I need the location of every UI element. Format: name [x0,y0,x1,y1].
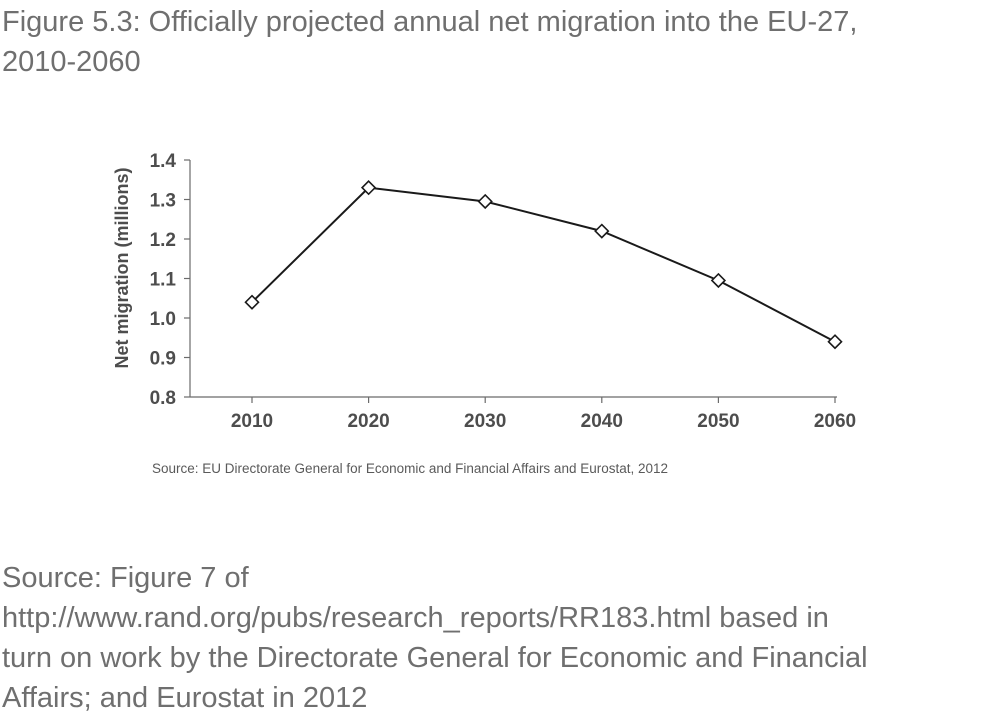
x-tick-label: 2010 [231,411,273,432]
data-point-diamond [244,294,260,310]
page-source-note: Source: Figure 7 of http://www.rand.org/… [2,558,994,718]
y-axis-title: Net migration (millions) [112,167,132,368]
figure-title-line-1: Figure 5.3: Officially projected annual … [2,6,858,38]
data-point-diamond [710,272,727,289]
series-line [251,186,836,343]
page-source-line-1: Source: Figure 7 of [2,562,249,594]
chart-source-note: Source: EU Directorate General for Econo… [152,461,669,476]
page-source-line-3: turn on work by the Directorate General … [2,642,868,674]
figure-title: Figure 5.3: Officially projected annual … [2,2,992,82]
figure-title-line-2: 2010-2060 [2,46,141,78]
x-tick-label: 2050 [697,411,739,432]
data-point-diamond [360,180,377,196]
y-tick-label: 1.3 [150,191,176,212]
y-ticks: 0.8 0.9 1.0 1.1 1.2 1.3 1.4 [150,151,190,409]
x-tick-label: 2030 [464,411,506,432]
y-tick-label: 1.2 [150,230,176,251]
y-tick-label: 1.1 [150,270,177,291]
data-point-diamond [594,223,610,239]
y-tick-label: 0.9 [150,349,176,370]
page-source-line-2[interactable]: http://www.rand.org/pubs/research_report… [2,602,829,634]
series-layer [244,180,843,350]
page-source-line-4: Affairs; and Eurostat in 2012 [2,682,368,714]
y-tick-label: 1.0 [150,309,176,330]
data-point-diamond [827,334,843,350]
x-tick-label: 2040 [581,411,623,432]
x-tick-label: 2060 [814,411,856,432]
y-tick-label: 0.8 [150,388,176,409]
x-tick-label: 2020 [347,411,389,432]
y-axis-title-group: Net migration (millions) [112,167,132,368]
y-tick-label: 1.4 [150,151,177,172]
x-ticks: 2010 2020 2030 2040 2050 2060 [231,397,856,432]
data-point-diamond [477,193,493,210]
